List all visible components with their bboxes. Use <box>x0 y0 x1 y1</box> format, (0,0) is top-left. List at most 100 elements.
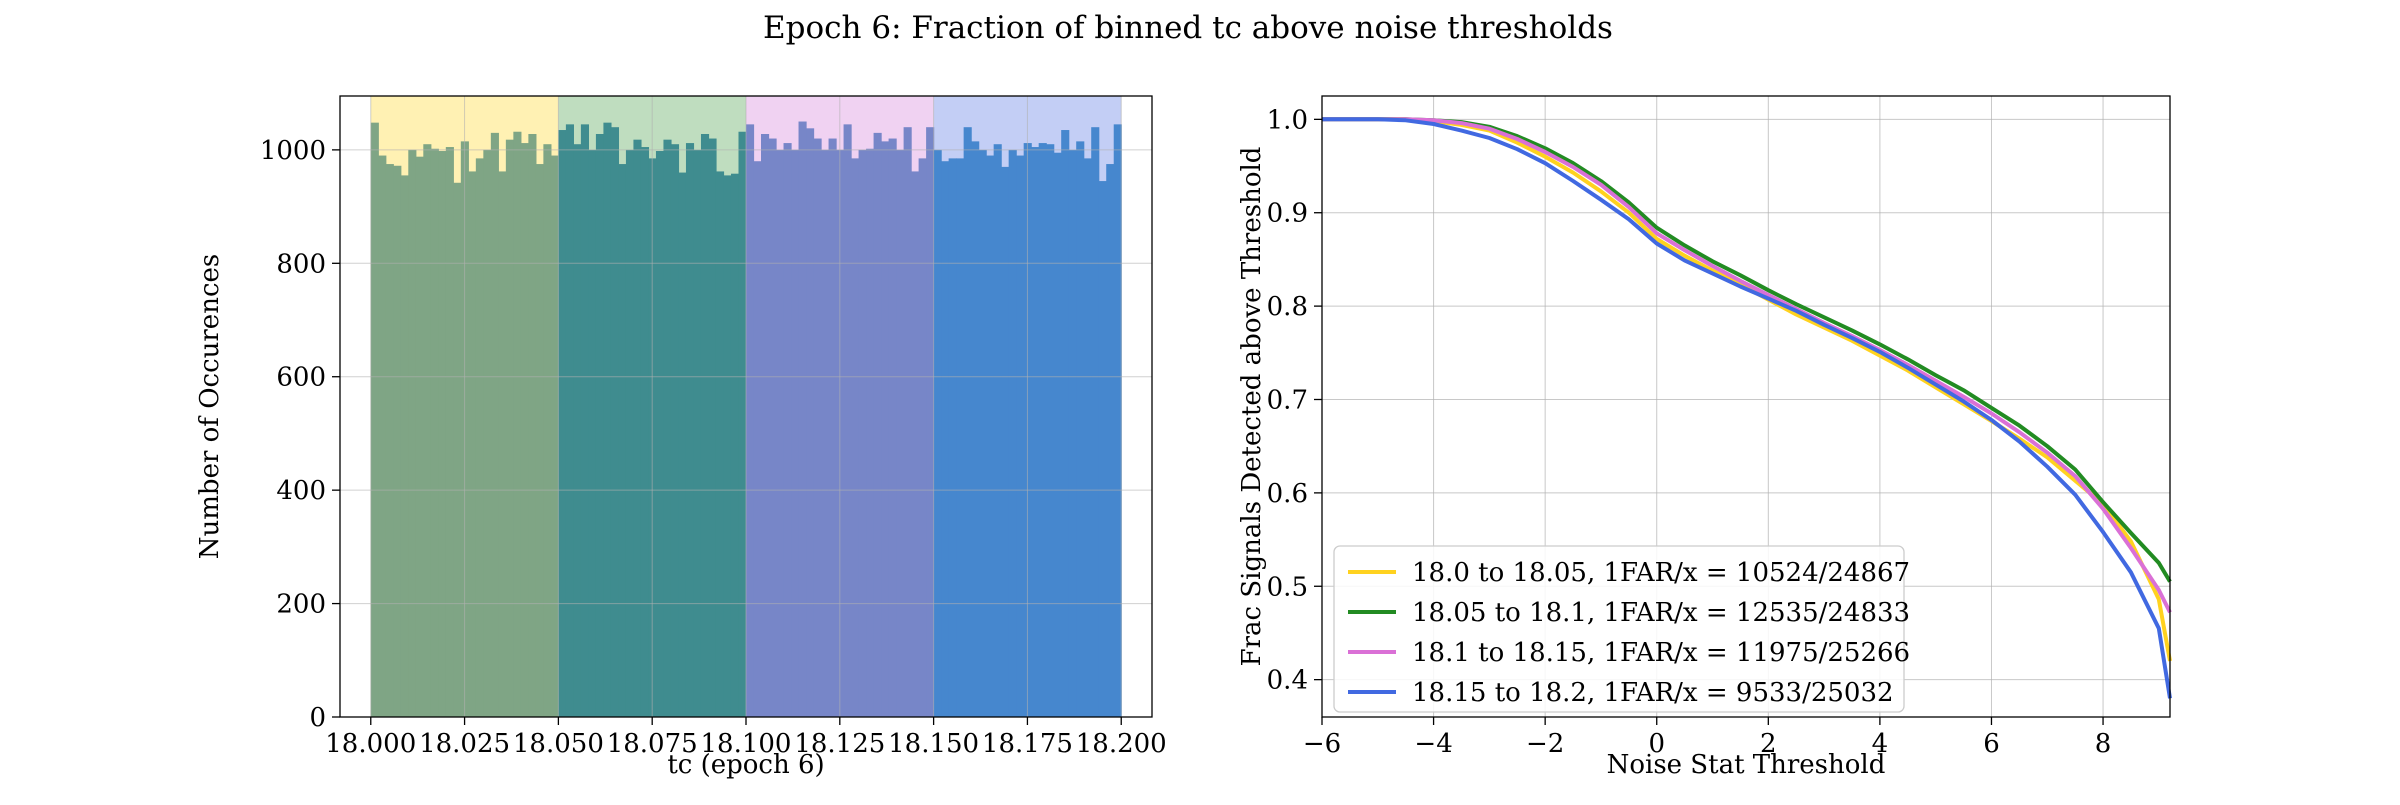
legend-label-4: 18.15 to 18.2, 1FAR/x = 9533/25032 <box>1412 678 1894 708</box>
histogram-bar <box>678 172 687 717</box>
legend-label-2: 18.05 to 18.1, 1FAR/x = 12535/24833 <box>1412 598 1910 628</box>
legend-box <box>1333 545 1905 713</box>
histogram-bar <box>1038 143 1047 717</box>
histogram-grid <box>340 96 1152 718</box>
histogram-bar <box>430 148 439 718</box>
histogram-bar <box>933 149 942 717</box>
histogram-bar <box>768 138 777 717</box>
histogram-bar <box>843 124 852 718</box>
histogram-bar <box>618 164 627 717</box>
x-tick-label: 18.200 <box>1076 729 1167 759</box>
histogram-bar <box>423 144 432 718</box>
histogram-bar <box>445 147 454 718</box>
histogram-bar <box>1068 149 1077 717</box>
x-tick-label: 4 <box>1872 729 1889 759</box>
series-line-2 <box>1322 117 2172 583</box>
x-tick-label: 18.100 <box>701 729 792 759</box>
y-tick-label: 400 <box>276 476 326 506</box>
histogram-bar <box>655 151 665 717</box>
histogram-bar <box>1098 181 1107 718</box>
histogram-bar <box>520 143 529 717</box>
histogram-panel: 18.000 18.025 18.050 18.075 18.100 18.125 18.1… <box>195 95 1167 780</box>
histogram-bar <box>821 149 830 717</box>
histogram-bar <box>700 133 710 717</box>
x-tick-label: 0 <box>1648 729 1665 759</box>
y-tick-label: 0.4 <box>1267 666 1308 696</box>
histogram-bar <box>791 149 800 717</box>
line-chart-x-ticks: −6 −4 −2 0 2 4 6 8 <box>1303 717 2111 759</box>
histogram-bar <box>903 127 912 718</box>
histogram-bar <box>1053 152 1062 717</box>
histogram-bar <box>1061 130 1070 717</box>
histogram-bar <box>588 149 597 717</box>
histogram-bar <box>1016 155 1025 717</box>
histogram-bar <box>896 149 905 717</box>
histogram-bar <box>490 132 499 717</box>
legend-label-1: 18.0 to 18.05, 1FAR/x = 10524/24867 <box>1412 558 1910 588</box>
y-tick-label: 1000 <box>260 136 326 166</box>
histogram-bar <box>1113 124 1122 718</box>
histogram-bar <box>866 148 875 718</box>
histogram-bar <box>408 149 417 717</box>
line-chart-y-label: Frac Signals Detected above Threshold <box>1237 147 1267 667</box>
histogram-bar <box>625 149 635 717</box>
legend: 18.0 to 18.05, 1FAR/x = 10524/24867 18.05… <box>1333 545 1910 713</box>
histogram-x-ticks: 18.000 18.025 18.050 18.075 18.100 18.125 18.1… <box>325 717 1167 759</box>
histogram-bar <box>370 122 379 718</box>
x-tick-label: 18.000 <box>325 729 416 759</box>
histogram-bar <box>1083 158 1092 718</box>
histogram-bar <box>483 149 492 717</box>
y-tick-label: 0.9 <box>1267 199 1308 229</box>
histogram-bar <box>783 143 792 717</box>
histogram-x-label: tc (epoch 6) <box>667 750 824 780</box>
histogram-bar <box>513 131 522 717</box>
x-tick-label: 18.125 <box>794 729 885 759</box>
figure-title: Epoch 6: Fraction of binned tc above noi… <box>763 10 1613 46</box>
histogram-bar <box>806 128 815 717</box>
y-tick-label: 0.8 <box>1267 292 1308 322</box>
histogram-bar <box>603 122 612 718</box>
y-tick-label: 200 <box>276 590 326 620</box>
histogram-bar <box>926 127 935 718</box>
line-chart-x-label: Noise Stat Threshold <box>1607 750 1886 780</box>
histogram-bar <box>888 138 897 717</box>
histogram-bar <box>550 155 559 717</box>
histogram-bar <box>528 133 537 717</box>
histogram-bar <box>828 138 837 717</box>
histogram-bar <box>1076 141 1085 717</box>
histogram-bar <box>776 149 785 717</box>
x-tick-label: 18.050 <box>513 729 604 759</box>
y-tick-label: 600 <box>276 363 326 393</box>
histogram-bar <box>746 124 755 718</box>
histogram-y-label: Number of Occurences <box>195 254 225 559</box>
histogram-bar <box>670 144 680 718</box>
histogram-bar <box>1106 164 1115 717</box>
histogram-bar <box>881 141 890 717</box>
histogram-bar <box>438 151 447 717</box>
line-chart-y-ticks: 0.4 0.5 0.6 0.7 0.8 0.9 1.0 <box>1267 105 1322 696</box>
histogram-bar <box>385 164 394 717</box>
histogram-bar <box>715 171 725 718</box>
histogram-bar <box>415 156 424 717</box>
x-tick-label: 6 <box>1983 729 2000 759</box>
series-line-4 <box>1322 117 2172 699</box>
histogram-bar <box>911 171 920 718</box>
histogram-bar <box>941 161 950 717</box>
histogram-bar <box>918 158 927 718</box>
histogram-bar <box>685 143 695 717</box>
histogram-bar <box>378 155 387 717</box>
histogram-bar <box>963 127 972 718</box>
histogram-bar <box>1031 147 1040 718</box>
y-tick-label: 0.5 <box>1267 572 1308 602</box>
y-tick-label: 0 <box>309 703 326 733</box>
histogram-bar <box>453 182 462 717</box>
histogram-bar <box>468 171 477 718</box>
histogram-bar <box>971 141 980 717</box>
histogram-bar <box>723 175 732 717</box>
histogram-bar <box>1046 144 1055 718</box>
legend-label-3: 18.1 to 18.15, 1FAR/x = 11975/25266 <box>1412 638 1910 668</box>
y-tick-label: 0.7 <box>1267 385 1308 415</box>
histogram-bar <box>640 147 650 718</box>
line-chart-series <box>1322 117 2172 699</box>
